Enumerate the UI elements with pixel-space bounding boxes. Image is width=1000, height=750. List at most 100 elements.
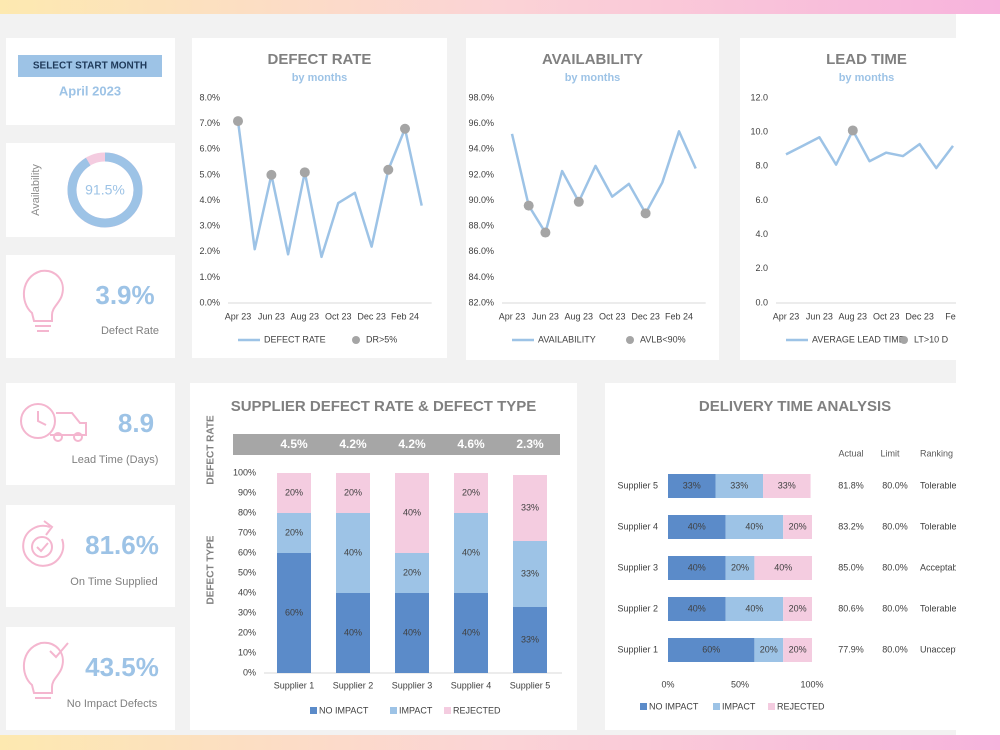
y-tick-label: 86.0% (468, 246, 494, 256)
x-tick-label: Dec 23 (357, 311, 386, 321)
bar-segment (277, 553, 311, 673)
table-cell: 85.0% (838, 562, 864, 572)
value-label: 33% (683, 480, 701, 490)
y-tick-label: 92.0% (468, 169, 494, 179)
marker (573, 196, 584, 207)
header-label: 4.2% (398, 437, 426, 451)
select-label[interactable]: SELECT START MONTH (33, 61, 147, 72)
marker (847, 125, 858, 136)
chart-subtitle: by months (839, 72, 895, 84)
value-label: 20% (789, 521, 807, 531)
select-button[interactable] (18, 55, 162, 77)
kpi-card: 43.5% No Impact Defects (6, 627, 175, 730)
x-tick-label: Apr 23 (225, 311, 252, 321)
legend-swatch (310, 707, 317, 714)
bar-segment (783, 597, 812, 621)
y-tick-label: 82.0% (468, 297, 494, 307)
bar-segment (715, 474, 764, 498)
legend-label: IMPACT (722, 701, 756, 711)
header-label: 4.6% (457, 437, 485, 451)
y-tick-label: 1.0% (199, 272, 220, 282)
value-label: 40% (403, 627, 421, 637)
kpi-card: 81.6% On Time Supplied (6, 505, 175, 607)
defect-rate-chart: DEFECT RATE by months 0.0% 1.0% 2.0% 3.0% 4.0%… (192, 38, 447, 358)
bar-segment (395, 473, 429, 553)
value-label: 40% (462, 547, 480, 557)
bottom-stripe (0, 735, 1000, 750)
marker (299, 167, 310, 178)
top-stripe (0, 0, 1000, 14)
month-selector: SELECT START MONTH April 2023 (6, 38, 175, 125)
bar-segment (395, 593, 429, 673)
bar-segment (513, 475, 547, 541)
bar-segment (668, 474, 716, 498)
value-label: 60% (702, 644, 720, 654)
y-tick-label: 5.0% (199, 169, 220, 179)
donut-arc (67, 152, 143, 228)
x-tick-label: Oct 23 (599, 311, 626, 321)
bar-segment (336, 593, 370, 673)
y-tick-label: Supplier 1 (617, 644, 658, 654)
value-label: 20% (285, 527, 303, 537)
bar-segment (513, 541, 547, 607)
x-tick-label: Supplier 1 (274, 680, 315, 690)
x-tick-label: Aug 23 (565, 311, 594, 321)
value-label: 40% (403, 507, 421, 517)
y-tick-label: 50% (238, 567, 256, 577)
x-tick-label: Apr 23 (773, 311, 800, 321)
table-cell: 80.0% (882, 521, 908, 531)
x-tick-label: Apr 23 (499, 311, 526, 321)
supplier-defect-chart: SUPPLIER DEFECT RATE & DEFECT TYPE DEFECT… (190, 383, 577, 730)
table-header: Actual (838, 448, 863, 458)
axis-label: DEFECT TYPE (206, 535, 217, 604)
y-tick-label: 10.0 (750, 127, 768, 137)
y-tick-label: 10% (238, 647, 256, 657)
legend-label: DEFECT RATE (264, 334, 326, 344)
refresh-icon (22, 520, 65, 567)
y-tick-label: 7.0% (199, 118, 220, 128)
x-tick-label: Aug 23 (291, 311, 320, 321)
kpi-value: 91.5% (85, 182, 125, 198)
x-tick-label: 0% (661, 679, 674, 689)
bulb-icon (23, 269, 64, 332)
value-label: 20% (344, 487, 362, 497)
marker (266, 169, 277, 180)
legend-label: REJECTED (453, 705, 501, 715)
value-label: 20% (789, 603, 807, 613)
selected-month: April 2023 (59, 83, 121, 98)
table-cell: 80.6% (838, 603, 864, 613)
y-tick-label: 40% (238, 587, 256, 597)
bar-segment (725, 597, 784, 621)
y-tick-label: Supplier 3 (617, 562, 658, 572)
value-label: 33% (521, 634, 539, 644)
bar-segment (783, 515, 812, 539)
value-label: 40% (688, 603, 706, 613)
bar-segment (277, 513, 311, 553)
value-label: 20% (760, 644, 778, 654)
value-label: 40% (344, 547, 362, 557)
table-cell: Tolerable (920, 603, 957, 613)
x-tick-label: Dec 23 (905, 311, 934, 321)
marker (400, 123, 410, 134)
marker (540, 227, 551, 238)
legend-swatch (768, 703, 775, 710)
truck-icon (20, 403, 87, 442)
y-tick-label: 90.0% (468, 195, 494, 205)
legend-label: DR>5% (366, 334, 397, 344)
axis-label: DEFECT RATE (206, 415, 217, 485)
y-tick-label: 70% (238, 527, 256, 537)
legend-swatch (640, 703, 647, 710)
x-tick-label: Feb 24 (391, 311, 419, 321)
kpi-value: 8.9 (118, 408, 154, 438)
y-tick-label: 100% (233, 467, 256, 477)
table-cell: Acceptable (920, 562, 965, 572)
table-cell: 80.0% (882, 644, 908, 654)
legend-swatch (626, 336, 634, 344)
kpi-card: 8.9 Lead Time (Days) (6, 383, 175, 485)
y-tick-label: Supplier 4 (617, 521, 658, 531)
bar-segment (725, 556, 755, 580)
y-tick-label: 2.0 (755, 263, 768, 273)
bar-segment (754, 638, 784, 662)
value-label: 20% (403, 567, 421, 577)
availability-kpi: Availability 91.5% (6, 143, 175, 237)
